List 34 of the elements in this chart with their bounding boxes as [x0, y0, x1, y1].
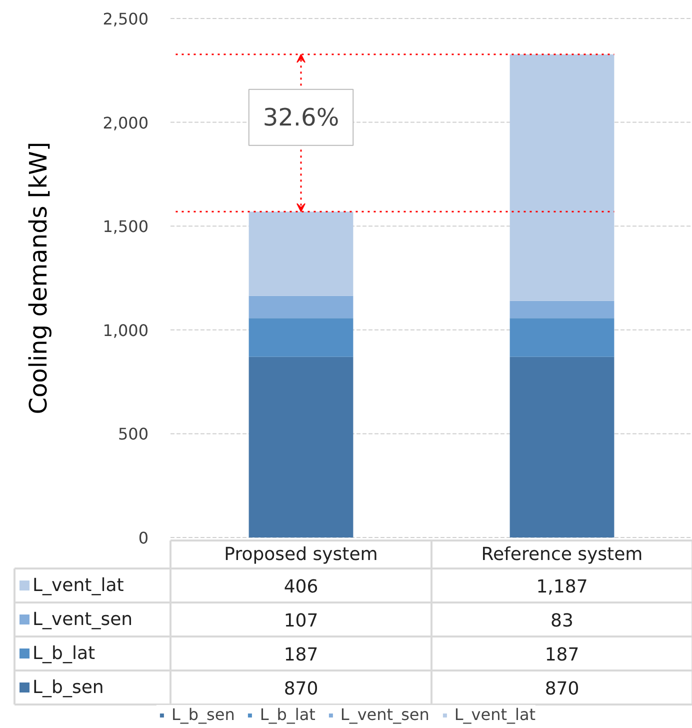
data-label: 1,187 — [536, 576, 588, 598]
text: L_b_sen — [32, 677, 104, 698]
legend-label: L_b_lat — [32, 643, 96, 664]
data-label: 107 — [284, 610, 318, 632]
text: L_vent_lat — [454, 705, 536, 724]
y-tick-label: 1,500 — [102, 217, 149, 236]
y-tick-label: 1,000 — [102, 320, 149, 340]
text: L_b_lat — [260, 705, 316, 724]
text: L_vent_sen — [340, 705, 430, 724]
bar — [248, 296, 354, 318]
data-label: 83 — [550, 610, 574, 632]
legend-label: L_b_sen — [171, 705, 235, 724]
annotation: 32.6% — [262, 103, 340, 132]
data-label: 870 — [284, 678, 318, 700]
data-label: 870 — [544, 678, 580, 700]
legend-label: L_vent_sen — [32, 609, 133, 630]
y-tick-label: 2,000 — [102, 113, 149, 132]
legend-label: L_vent_lat — [32, 575, 124, 596]
data-label: 187 — [284, 644, 318, 666]
bar — [510, 54, 614, 301]
bar — [510, 318, 614, 357]
bar — [248, 356, 354, 538]
y-axis-title: Cooling demands [kW] — [24, 142, 52, 414]
data-label: 187 — [544, 644, 580, 666]
bar — [510, 300, 614, 318]
y-tick-label: 2,500 — [102, 10, 149, 28]
bar — [248, 212, 354, 296]
bar — [510, 356, 614, 538]
y-tick-label: 500 — [118, 424, 149, 444]
bar — [248, 318, 354, 357]
y-tick-label: 0 — [138, 528, 149, 548]
x-tick-label: Reference system — [481, 544, 643, 565]
data-label: 406 — [284, 576, 318, 598]
x-tick-label: Proposed system — [224, 544, 378, 565]
